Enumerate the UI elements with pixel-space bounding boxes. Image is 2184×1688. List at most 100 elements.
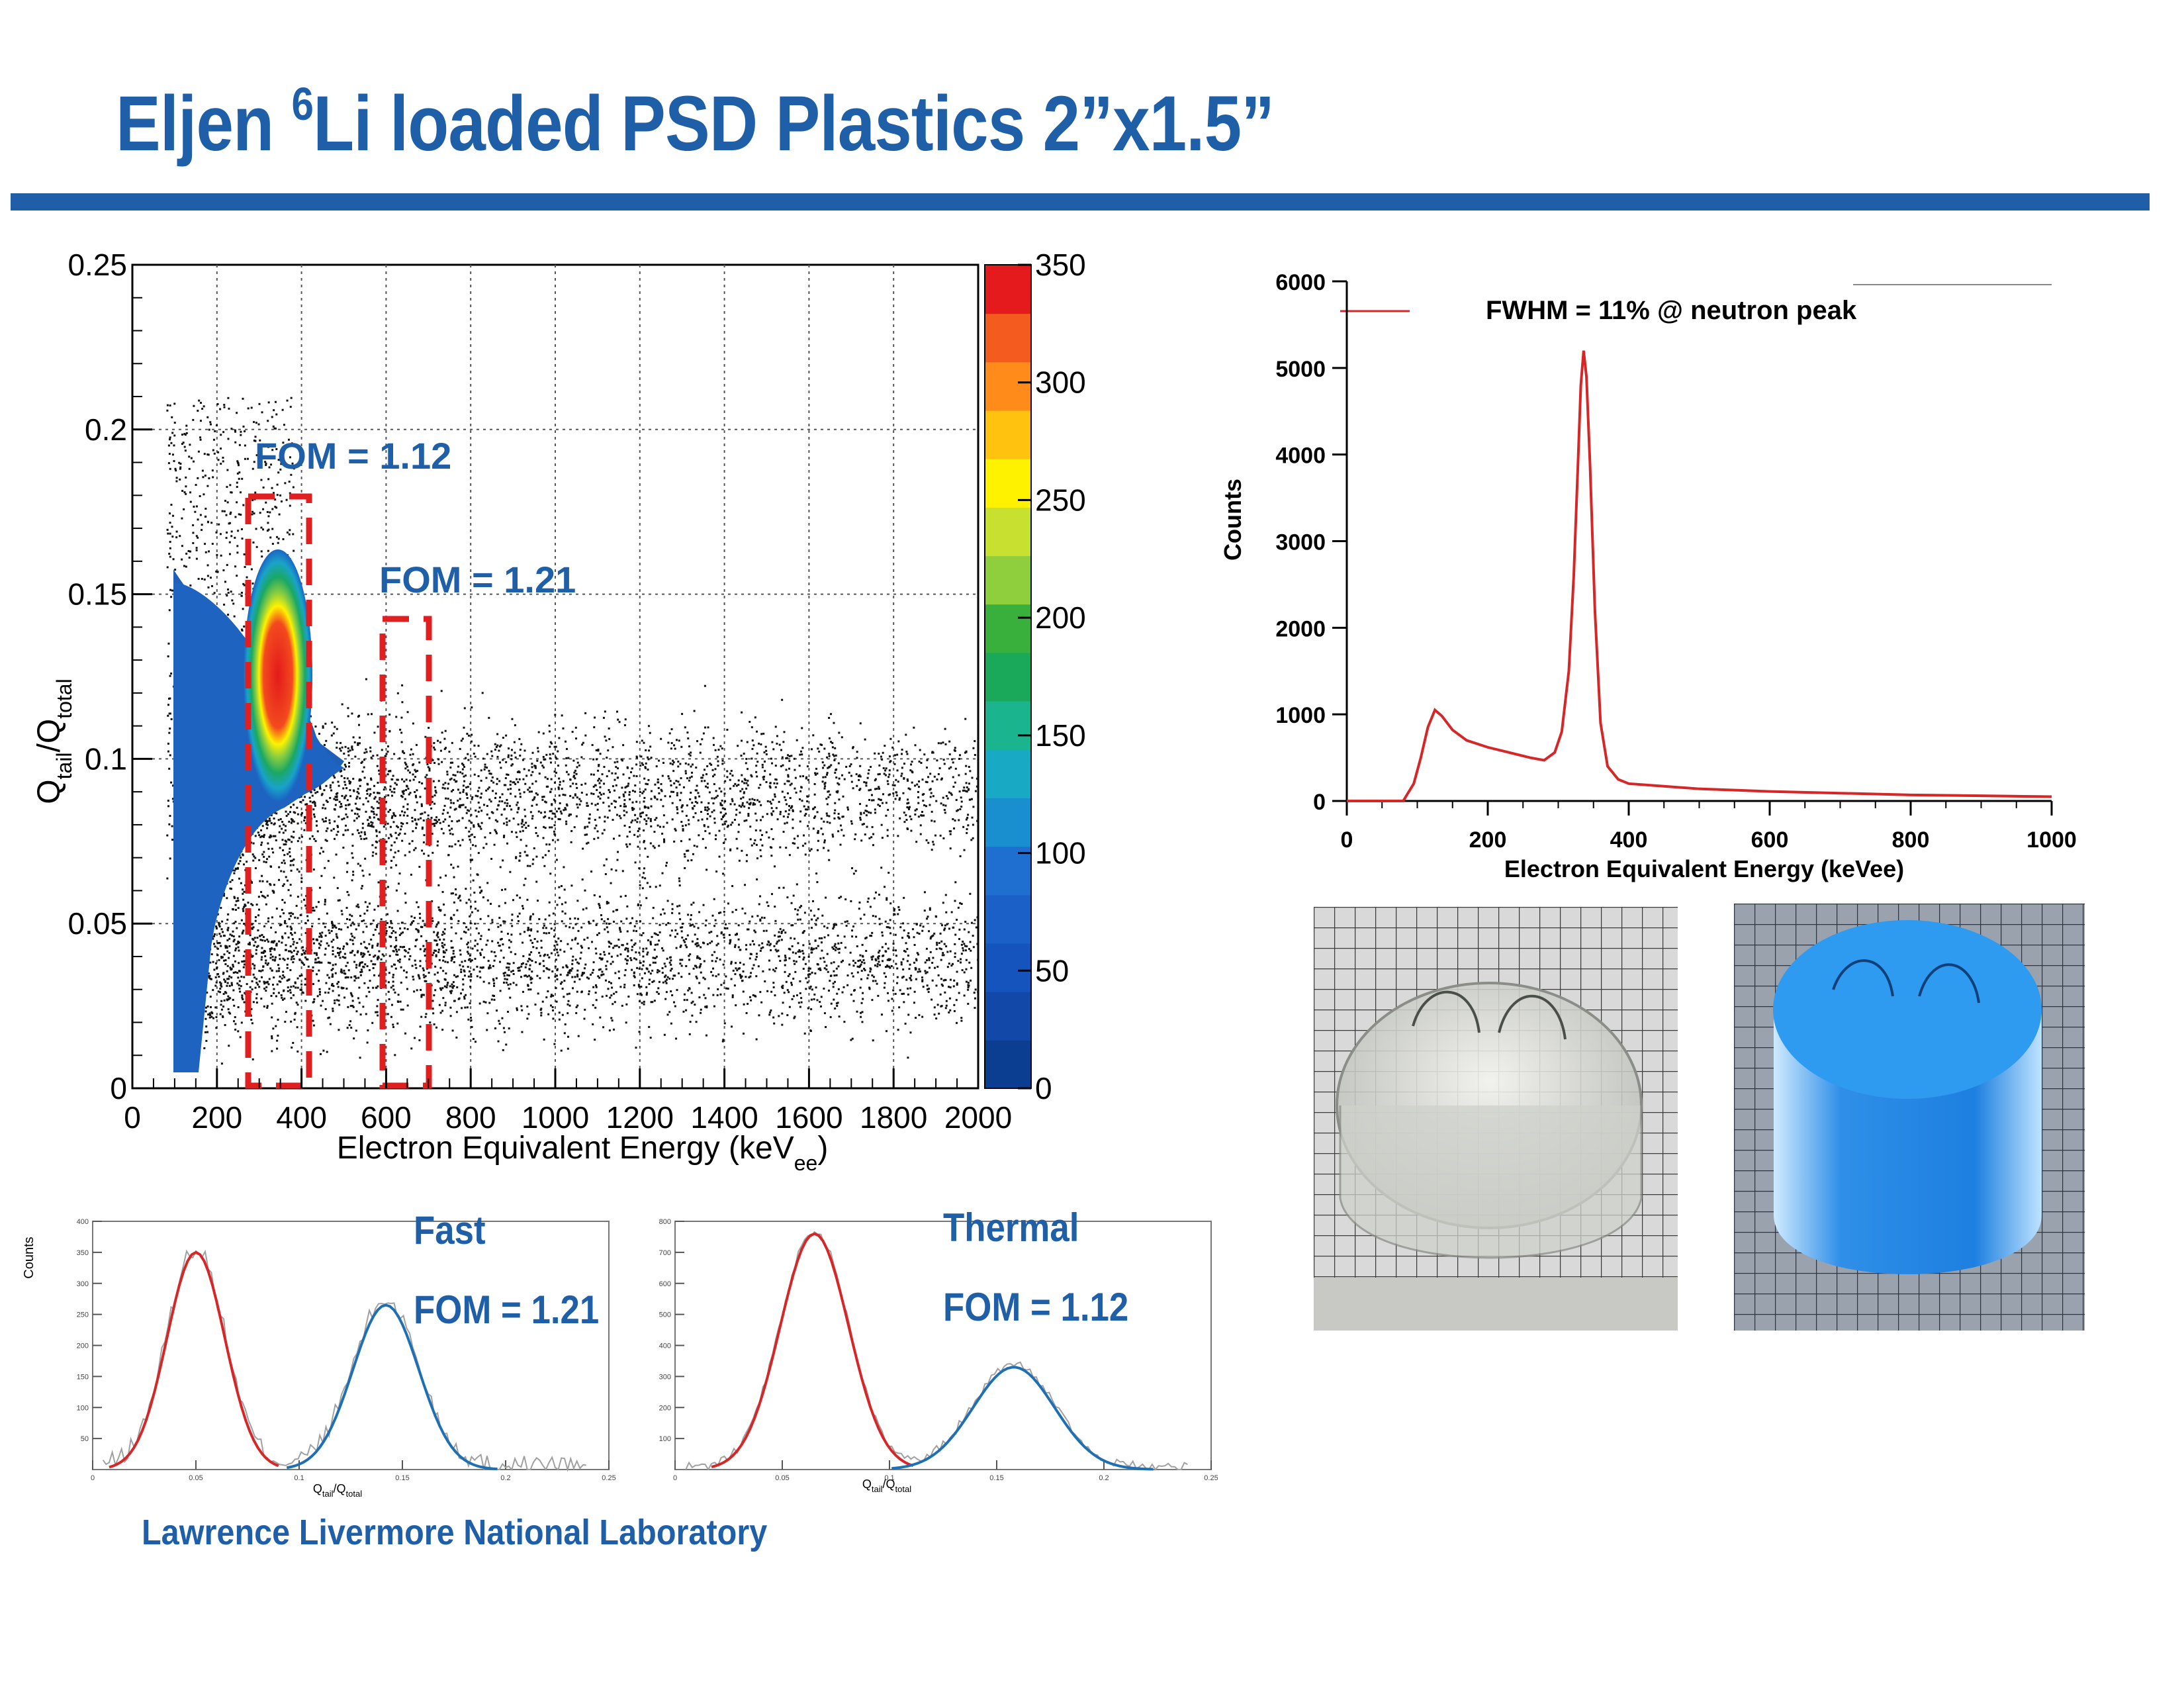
scatter-point xyxy=(878,961,880,963)
scatter-point xyxy=(933,1006,936,1009)
scatter-point xyxy=(829,713,832,716)
scatter-point xyxy=(807,1007,809,1009)
scatter-point xyxy=(676,806,678,808)
scatter-point xyxy=(306,803,308,806)
scatter-point xyxy=(817,968,820,970)
scatter-point xyxy=(595,999,598,1002)
scatter-point xyxy=(244,992,246,994)
scatter-point xyxy=(371,947,374,949)
scatter-point xyxy=(952,776,954,778)
scatter-point xyxy=(425,980,428,982)
scatter-point xyxy=(404,798,406,800)
scatter-point xyxy=(875,959,878,962)
scatter-point xyxy=(267,920,269,923)
scatter-point xyxy=(704,726,707,729)
scatter-point xyxy=(470,740,473,743)
scatter-point xyxy=(467,975,470,978)
scatter-point xyxy=(694,812,697,814)
scatter-point xyxy=(913,961,916,964)
scatter-point xyxy=(320,961,323,964)
scatter-point xyxy=(508,1027,510,1030)
scatter-point xyxy=(662,981,664,984)
scatter-point xyxy=(468,898,471,901)
scatter-point xyxy=(343,996,346,999)
scatter-point xyxy=(353,923,355,925)
scatter-point xyxy=(527,788,529,791)
scatter-point xyxy=(445,972,447,975)
scatter-point xyxy=(914,966,917,969)
scatter-point xyxy=(782,886,785,889)
scatter-point xyxy=(802,775,805,778)
scatter-point xyxy=(352,1006,355,1008)
scatter-point xyxy=(412,919,415,922)
scatter-point xyxy=(459,894,461,897)
scatter-point xyxy=(599,968,602,970)
scatter-point xyxy=(860,812,862,814)
scatter-point xyxy=(412,978,415,981)
scatter-point xyxy=(399,927,402,930)
scatter-point xyxy=(477,910,479,912)
scatter-point xyxy=(443,914,446,916)
scatter-point xyxy=(563,951,566,953)
scatter-point xyxy=(576,969,579,972)
scatter-point xyxy=(450,992,453,994)
scatter-point xyxy=(275,1025,277,1027)
scatter-point xyxy=(366,909,369,912)
scatter-point xyxy=(488,786,490,789)
scatter-point xyxy=(320,1053,322,1055)
scatter-point xyxy=(928,988,931,990)
scatter-point xyxy=(856,945,858,948)
scatter-point xyxy=(268,978,271,980)
scatter-point xyxy=(564,912,567,915)
scatter-point xyxy=(878,951,880,954)
scatter-point xyxy=(960,1017,963,1019)
scatter-point xyxy=(512,982,515,984)
scatter-point xyxy=(654,796,657,799)
scatter-point xyxy=(236,982,239,985)
scatter-point xyxy=(535,855,538,858)
scatter-point xyxy=(823,961,826,963)
scatter-point xyxy=(813,817,815,820)
scatter-point xyxy=(369,746,372,749)
scatter-point xyxy=(232,989,235,992)
scatter-point xyxy=(390,932,393,935)
scatter-point xyxy=(725,812,727,815)
scatter-point xyxy=(620,920,623,923)
scatter-point xyxy=(784,959,787,961)
scatter-point xyxy=(378,932,381,935)
scatter-point xyxy=(631,945,634,948)
scatter-point xyxy=(800,997,803,1000)
scatter-point xyxy=(288,950,291,953)
scatter-point xyxy=(823,967,826,970)
scatter-point xyxy=(432,951,435,954)
scatter-point xyxy=(877,994,880,997)
scatter-point xyxy=(677,765,680,768)
scatter-point xyxy=(415,939,418,941)
scatter-point xyxy=(788,813,790,816)
scatter-point xyxy=(652,906,655,909)
scatter-point xyxy=(519,896,522,899)
scatter-point xyxy=(388,788,391,791)
scatter-point xyxy=(684,770,687,773)
scatter-point xyxy=(555,745,557,748)
scatter-point xyxy=(460,992,463,995)
scatter-point xyxy=(304,931,307,934)
scatter-point xyxy=(502,1049,504,1051)
scatter-point xyxy=(723,823,726,825)
scatter-point xyxy=(238,949,240,952)
scatter-point xyxy=(606,960,609,962)
scatter-point xyxy=(730,770,733,773)
scatter-point xyxy=(543,970,545,972)
scatter-point xyxy=(433,825,436,827)
scatter-point xyxy=(465,794,468,796)
scatter-point xyxy=(643,1003,645,1006)
scatter-point xyxy=(608,1029,611,1032)
scatter-point xyxy=(322,1000,324,1002)
scatter-point xyxy=(674,1005,676,1008)
scatter-point xyxy=(545,753,548,756)
scatter-point xyxy=(741,739,743,742)
scatter-point xyxy=(604,873,607,876)
scatter-point xyxy=(242,908,244,910)
scatter-point xyxy=(544,776,547,778)
scatter-point xyxy=(377,905,379,908)
